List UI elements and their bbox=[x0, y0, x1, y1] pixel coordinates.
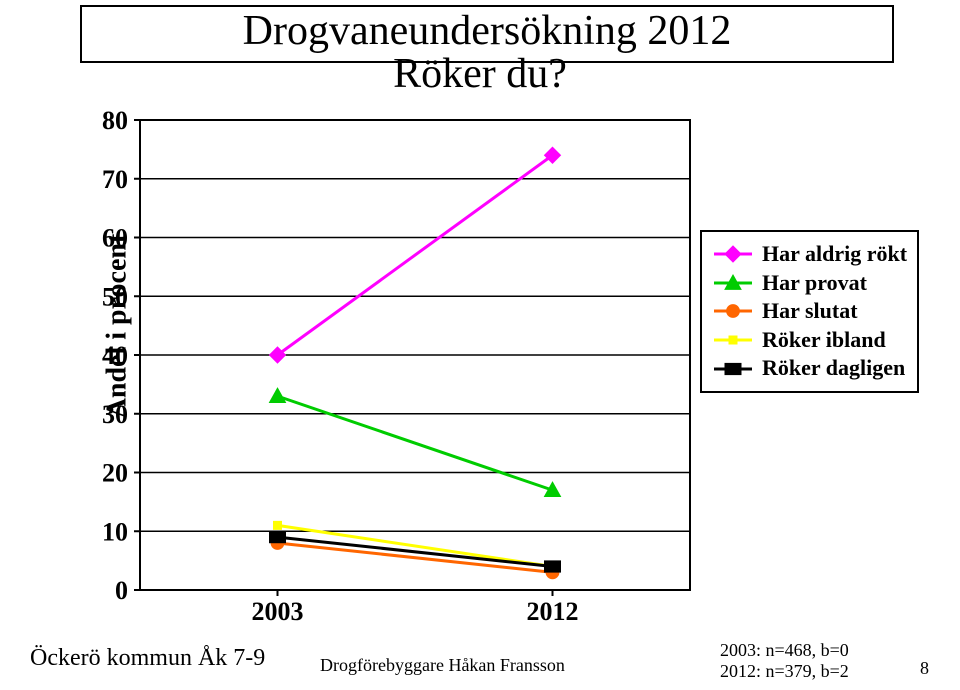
y-axis-label: Andel i procent bbox=[101, 234, 133, 419]
legend-item: Har slutat bbox=[712, 297, 907, 326]
legend: Har aldrig röktHar provatHar slutatRöker… bbox=[700, 230, 919, 393]
legend-label: Har slutat bbox=[762, 297, 858, 326]
page-number: 8 bbox=[920, 658, 929, 679]
svg-text:80: 80 bbox=[102, 106, 128, 135]
svg-text:10: 10 bbox=[102, 517, 128, 546]
legend-label: Röker ibland bbox=[762, 326, 886, 355]
footer-left: Öckerö kommun Åk 7-9 bbox=[30, 645, 265, 672]
legend-item: Röker ibland bbox=[712, 326, 907, 355]
svg-text:2012: 2012 bbox=[527, 597, 579, 626]
footer-right-2: 2012: n=379, b=2 bbox=[720, 661, 849, 682]
svg-text:2003: 2003 bbox=[252, 597, 304, 626]
svg-text:70: 70 bbox=[102, 165, 128, 194]
legend-item: Har provat bbox=[712, 269, 907, 298]
legend-label: Röker dagligen bbox=[762, 354, 905, 383]
svg-text:20: 20 bbox=[102, 459, 128, 488]
legend-label: Har aldrig rökt bbox=[762, 240, 907, 269]
legend-item: Röker dagligen bbox=[712, 354, 907, 383]
legend-item: Har aldrig rökt bbox=[712, 240, 907, 269]
legend-label: Har provat bbox=[762, 269, 867, 298]
footer-right-1: 2003: n=468, b=0 bbox=[720, 640, 849, 661]
footer-center: Drogförebyggare Håkan Fransson bbox=[320, 655, 565, 676]
svg-text:0: 0 bbox=[115, 576, 128, 605]
footer-right: 2003: n=468, b=0 2012: n=379, b=2 bbox=[720, 640, 849, 682]
title-main: Drogvaneundersökning 2012 bbox=[92, 7, 882, 55]
title-sub: Röker du? bbox=[300, 50, 660, 98]
